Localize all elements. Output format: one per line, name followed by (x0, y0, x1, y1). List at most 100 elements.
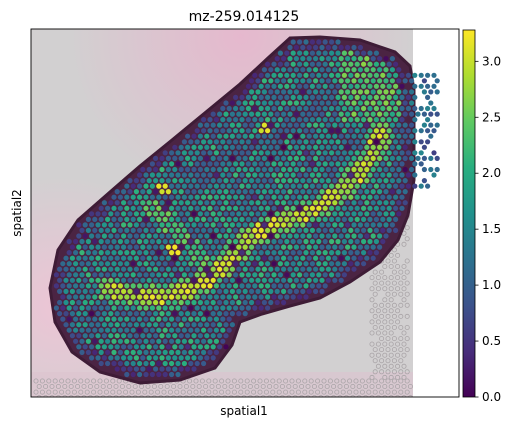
spot (182, 184, 187, 189)
spot (342, 139, 347, 144)
spot (79, 339, 84, 344)
spot (175, 217, 180, 222)
spot (207, 206, 212, 211)
spot (252, 272, 257, 277)
spot (268, 222, 273, 227)
spot (179, 200, 184, 205)
spot (310, 128, 315, 133)
spot (188, 206, 193, 211)
spot (387, 95, 392, 100)
spot (367, 62, 372, 67)
spot (246, 228, 251, 233)
spot (339, 200, 344, 205)
spot (310, 150, 315, 155)
spot (169, 150, 174, 155)
spot (243, 189, 248, 194)
spot (230, 189, 235, 194)
spot (393, 228, 398, 233)
spot (355, 228, 360, 233)
spot (390, 211, 395, 216)
spot (361, 73, 366, 78)
spot (335, 195, 340, 200)
spot (278, 84, 283, 89)
spot (249, 100, 254, 105)
spot (319, 123, 324, 128)
spot (137, 294, 142, 299)
spot (92, 239, 97, 244)
spot (70, 278, 75, 283)
spot (419, 150, 424, 155)
spot (399, 73, 404, 78)
spot (265, 283, 270, 288)
spot (409, 167, 414, 172)
spot (169, 239, 174, 244)
spot (307, 100, 312, 105)
spot (310, 272, 315, 277)
spot (223, 300, 228, 305)
spot (207, 261, 212, 266)
spot (105, 283, 110, 288)
spot (217, 145, 222, 150)
spot (134, 178, 139, 183)
spot (297, 161, 302, 166)
spot (390, 200, 395, 205)
spot (175, 161, 180, 166)
spot (339, 145, 344, 150)
spot (236, 289, 241, 294)
spot (319, 278, 324, 283)
spot (121, 311, 126, 316)
spot (332, 89, 337, 94)
spot (262, 123, 267, 128)
spot (191, 145, 196, 150)
spot (169, 184, 174, 189)
spot (182, 261, 187, 266)
spot (339, 78, 344, 83)
spot (214, 150, 219, 155)
spot (236, 167, 241, 172)
spot (313, 289, 318, 294)
spot (323, 150, 328, 155)
spot (259, 184, 264, 189)
spot (268, 278, 273, 283)
spot (108, 222, 113, 227)
spot (179, 156, 184, 161)
spot (233, 305, 238, 310)
spot (102, 311, 107, 316)
spot (204, 311, 209, 316)
spot (367, 206, 372, 211)
spot (412, 150, 417, 155)
spot (156, 328, 161, 333)
spot (207, 339, 212, 344)
spot (102, 211, 107, 216)
spot (191, 333, 196, 338)
spot (89, 300, 94, 305)
spot (163, 350, 168, 355)
spot (323, 62, 328, 67)
spot (412, 106, 417, 111)
spot (313, 200, 318, 205)
spot (329, 261, 334, 266)
spot (57, 300, 62, 305)
spot (188, 350, 193, 355)
spot (217, 233, 222, 238)
spot (79, 317, 84, 322)
spot (230, 134, 235, 139)
spot (303, 261, 308, 266)
spot (89, 333, 94, 338)
spot (278, 294, 283, 299)
spot (76, 311, 81, 316)
spot (220, 261, 225, 266)
spot (422, 123, 427, 128)
spot (275, 78, 280, 83)
spot (134, 278, 139, 283)
spot (252, 206, 257, 211)
spot (287, 56, 292, 61)
spot (307, 67, 312, 72)
spot (335, 128, 340, 133)
spot (249, 134, 254, 139)
spot (335, 250, 340, 255)
spot (364, 67, 369, 72)
spot (323, 272, 328, 277)
spot (111, 283, 116, 288)
